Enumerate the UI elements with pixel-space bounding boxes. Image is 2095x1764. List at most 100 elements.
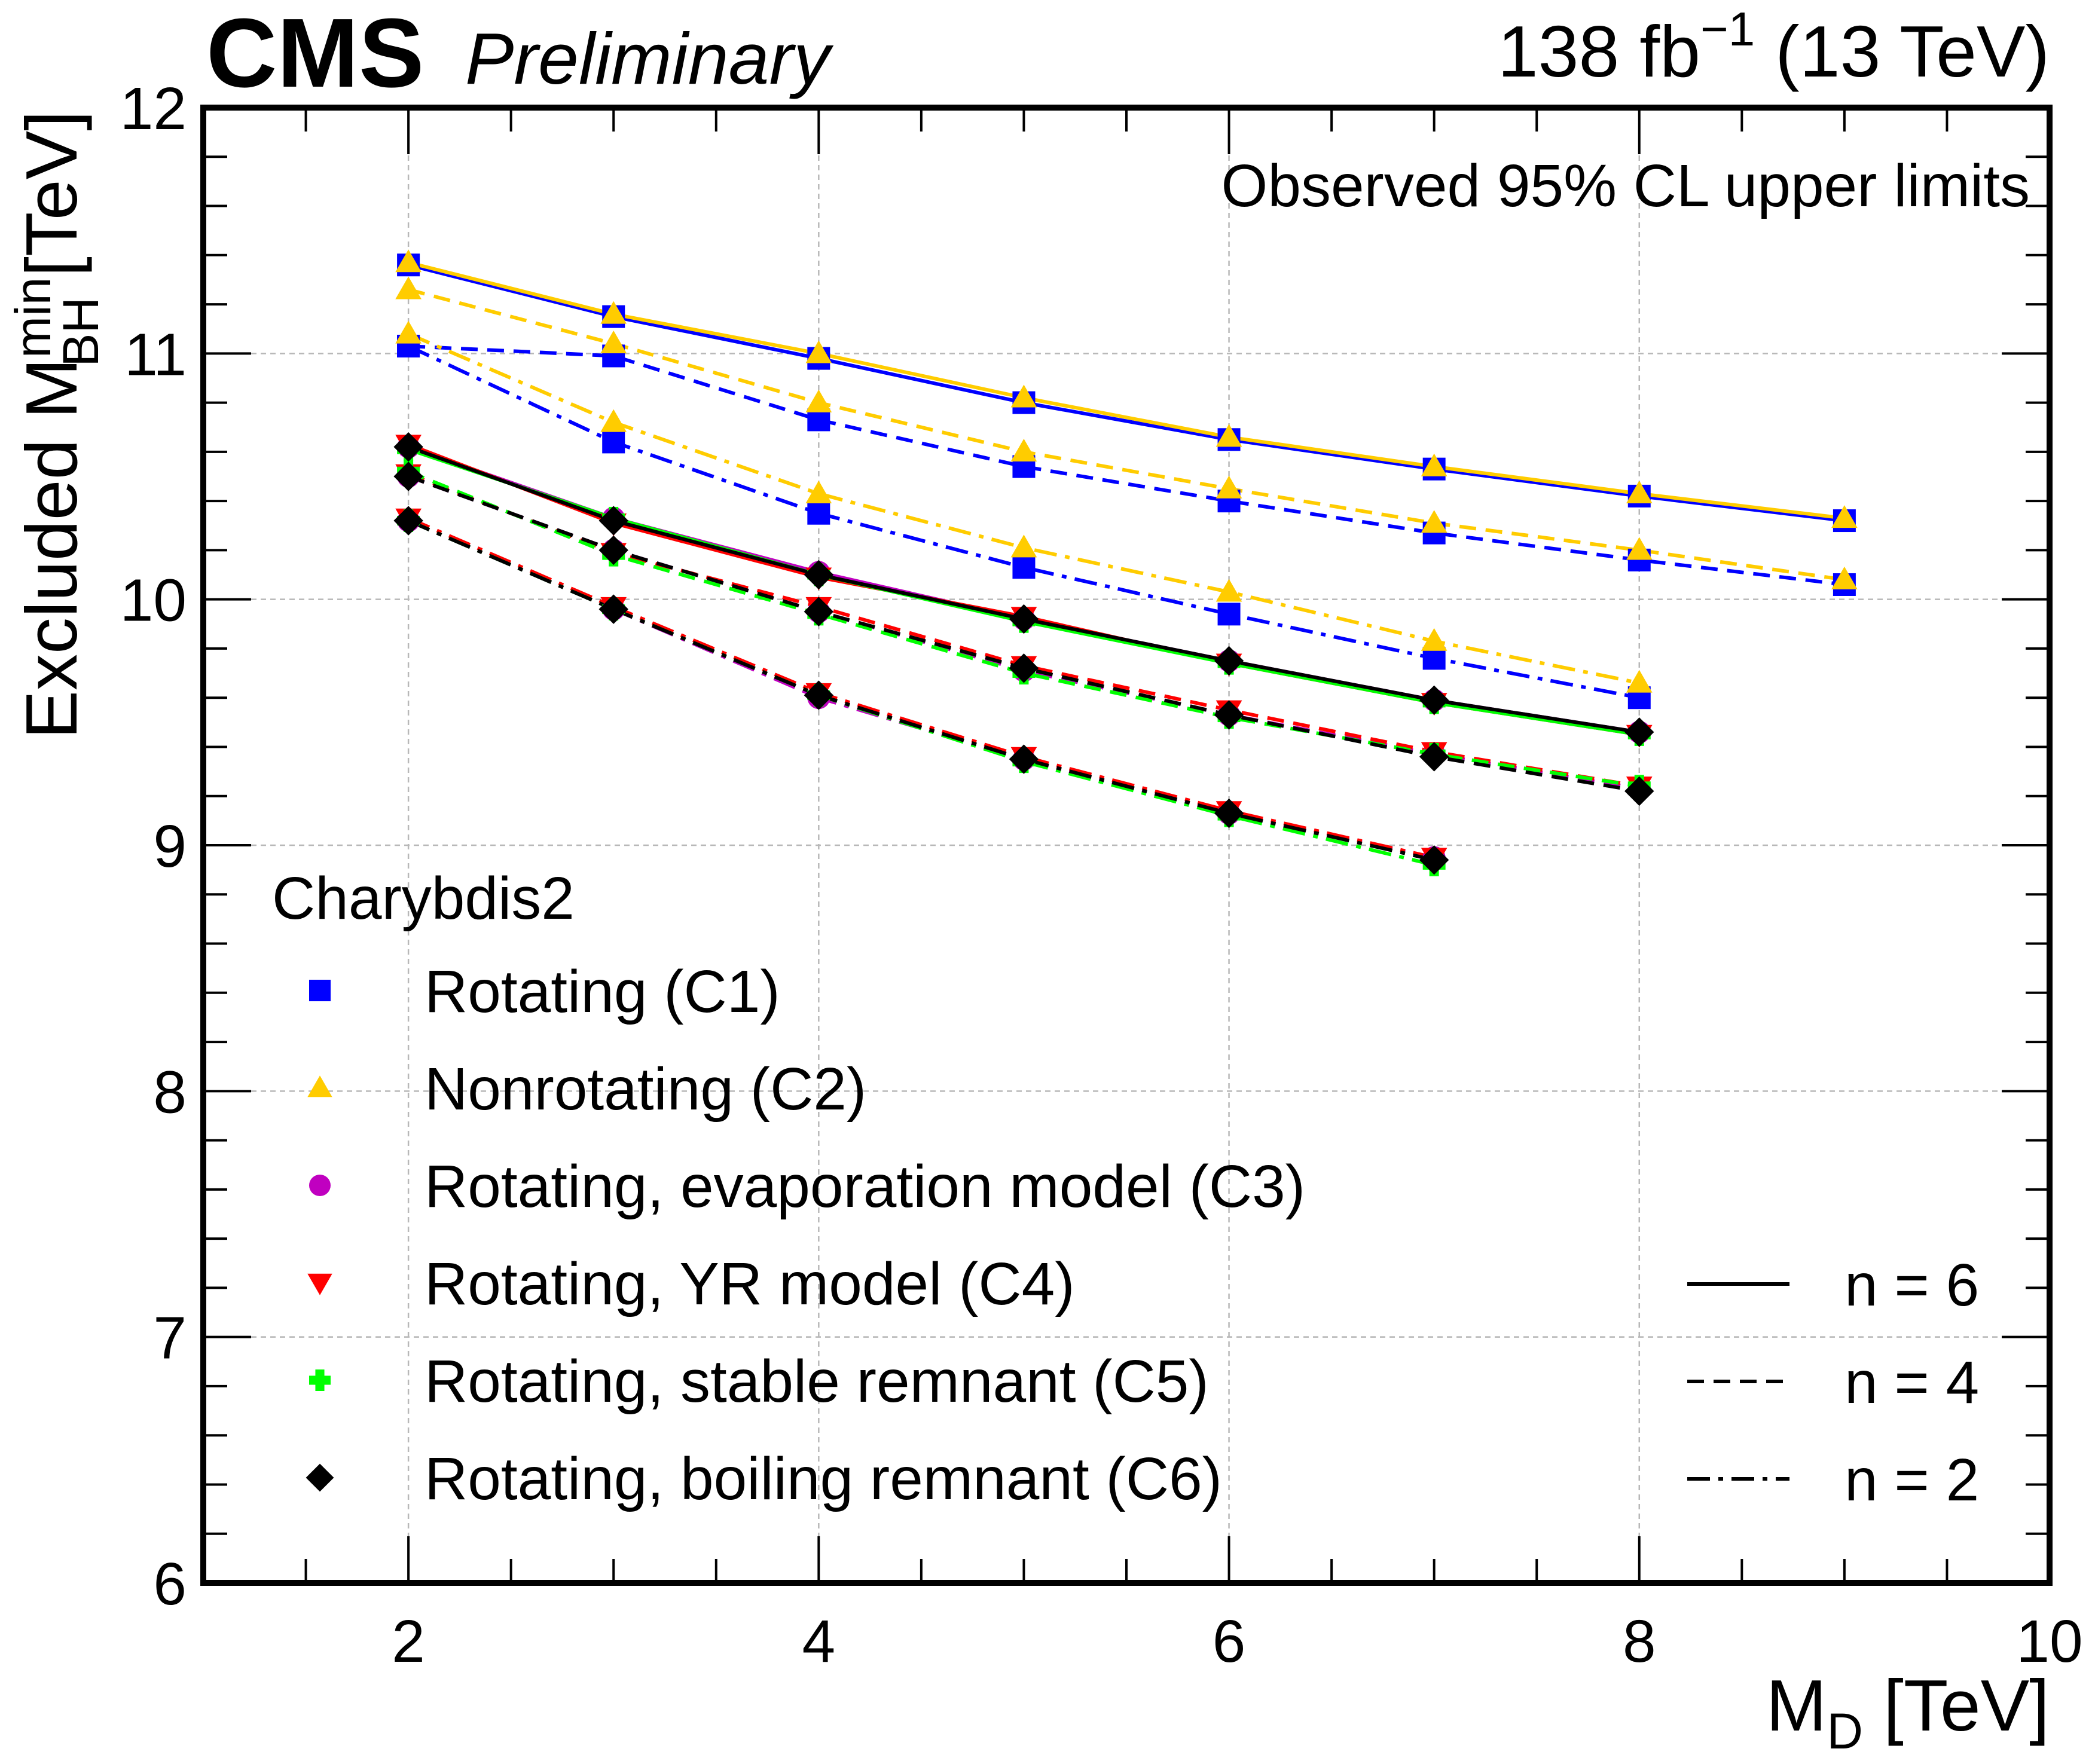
- point-c2-n2: [1626, 669, 1653, 693]
- lumi-exponent: −1: [1700, 2, 1755, 56]
- legend-label-c3: Rotating, evaporation model (C3): [425, 1153, 1305, 1220]
- point-c2-n2: [600, 409, 627, 432]
- preliminary-label: Preliminary: [465, 18, 834, 99]
- point-c2-n4: [600, 331, 627, 354]
- point-c2-n2: [805, 480, 832, 503]
- diamond-marker: [393, 506, 423, 536]
- diamond-marker: [393, 461, 423, 491]
- triangle-down-marker: [307, 1273, 332, 1295]
- diamond-marker: [1214, 798, 1244, 829]
- y-tick-label: 9: [153, 813, 187, 880]
- lumi-label: 138 fb−1 (13 TeV): [1498, 2, 2050, 92]
- legend-marker-c5: [309, 1369, 331, 1391]
- y-tick-label: 11: [124, 321, 187, 388]
- circle-marker: [309, 1175, 331, 1196]
- legend-header: Charybdis2: [272, 865, 575, 932]
- y-axis-unit: [TeV]: [11, 111, 92, 297]
- triangle-up-marker: [1216, 579, 1242, 602]
- point-c2-n6: [1421, 453, 1447, 476]
- triangle-up-marker: [1421, 510, 1447, 533]
- grid-lines: [203, 108, 2050, 1583]
- point-c6-n4: [1214, 700, 1244, 730]
- diamond-marker: [1009, 744, 1039, 774]
- markers-layer: [393, 249, 1858, 876]
- y-tick-label: 12: [120, 75, 187, 142]
- cms-label: CMS: [206, 0, 424, 108]
- point-c2-n4: [1421, 510, 1447, 533]
- legend-marker-c1: [309, 980, 331, 1001]
- point-c2-n2: [1421, 628, 1447, 651]
- triangle-up-marker: [1626, 669, 1653, 693]
- point-c6-n4: [1419, 742, 1449, 772]
- point-c6-n2: [1419, 845, 1449, 875]
- triangle-up-marker: [1421, 453, 1447, 476]
- point-c2-n4: [1831, 566, 1858, 589]
- legend-style-label-n4: n = 4: [1844, 1349, 1979, 1416]
- point-c2-n6: [1831, 505, 1858, 528]
- diamond-marker: [804, 680, 834, 710]
- triangle-up-marker: [1626, 537, 1653, 560]
- point-c1-n2: [1217, 603, 1241, 626]
- y-tick-label: 8: [153, 1059, 187, 1126]
- square-marker: [807, 502, 830, 525]
- point-c6-n6: [804, 560, 834, 590]
- curve-c3-n6: [408, 445, 1640, 734]
- diamond-marker: [804, 597, 834, 626]
- x-axis-label: MD [TeV]: [1766, 1665, 2050, 1759]
- triangle-up-marker: [1216, 475, 1242, 499]
- point-c6-n4: [598, 535, 628, 565]
- triangle-up-marker: [1010, 534, 1037, 558]
- triangle-up-marker: [805, 389, 832, 412]
- square-marker: [602, 430, 625, 454]
- curve-c5-n6: [408, 447, 1640, 736]
- triangle-up-marker: [805, 480, 832, 503]
- legend-marker-c2: [307, 1075, 332, 1097]
- legend-label-c5: Rotating, stable remnant (C5): [425, 1348, 1209, 1415]
- point-c1-n2: [807, 502, 830, 525]
- point-c6-n2: [1009, 744, 1039, 774]
- triangle-up-marker: [307, 1075, 332, 1097]
- x-axis-unit: [TeV]: [1863, 1665, 2050, 1746]
- point-c6-n4: [1624, 776, 1654, 806]
- diamond-marker: [804, 560, 834, 590]
- point-c2-n6: [395, 249, 422, 273]
- point-c2-n6: [1216, 424, 1242, 447]
- legend-label-c4: Rotating, YR model (C4): [425, 1251, 1075, 1317]
- triangle-up-marker: [600, 301, 627, 324]
- point-c2-n4: [1626, 537, 1653, 560]
- legend-marker-c3: [309, 1175, 331, 1196]
- square-marker: [1217, 603, 1241, 626]
- x-tick-label: 2: [392, 1608, 425, 1675]
- point-c6-n6: [598, 506, 628, 536]
- point-c2-n2: [1010, 534, 1037, 558]
- triangle-up-marker: [395, 276, 422, 299]
- curve-c5-n2: [407, 519, 1435, 867]
- point-c6-n2: [804, 680, 834, 710]
- curve-c2-n4: [408, 288, 1845, 582]
- diamond-marker: [306, 1463, 334, 1492]
- point-c6-n2: [598, 594, 628, 624]
- legend-marker-c4: [307, 1273, 332, 1295]
- diamond-marker: [598, 535, 628, 565]
- triangle-up-marker: [395, 249, 422, 273]
- legend-label-c2: Nonrotating (C2): [425, 1056, 866, 1123]
- diamond-marker: [1009, 604, 1039, 634]
- point-c2-n2: [1216, 579, 1242, 602]
- point-c6-n2: [393, 506, 423, 536]
- curve-c3-n2: [407, 519, 1435, 860]
- diamond-marker: [1624, 776, 1654, 806]
- y-tick-label: 6: [153, 1551, 187, 1618]
- diamond-marker: [598, 594, 628, 624]
- diamond-marker: [1214, 646, 1244, 676]
- point-c2-n6: [1010, 384, 1037, 408]
- point-c6-n6: [393, 432, 423, 462]
- triangle-up-marker: [1831, 505, 1858, 528]
- legend-marker-c6: [306, 1463, 334, 1492]
- point-c2-n4: [1010, 439, 1037, 462]
- diamond-marker: [1419, 742, 1449, 772]
- point-c6-n4: [804, 597, 834, 626]
- point-c1-n2: [602, 430, 625, 454]
- curve-c6-n6: [408, 445, 1640, 734]
- curve-c4-n6: [408, 442, 1640, 736]
